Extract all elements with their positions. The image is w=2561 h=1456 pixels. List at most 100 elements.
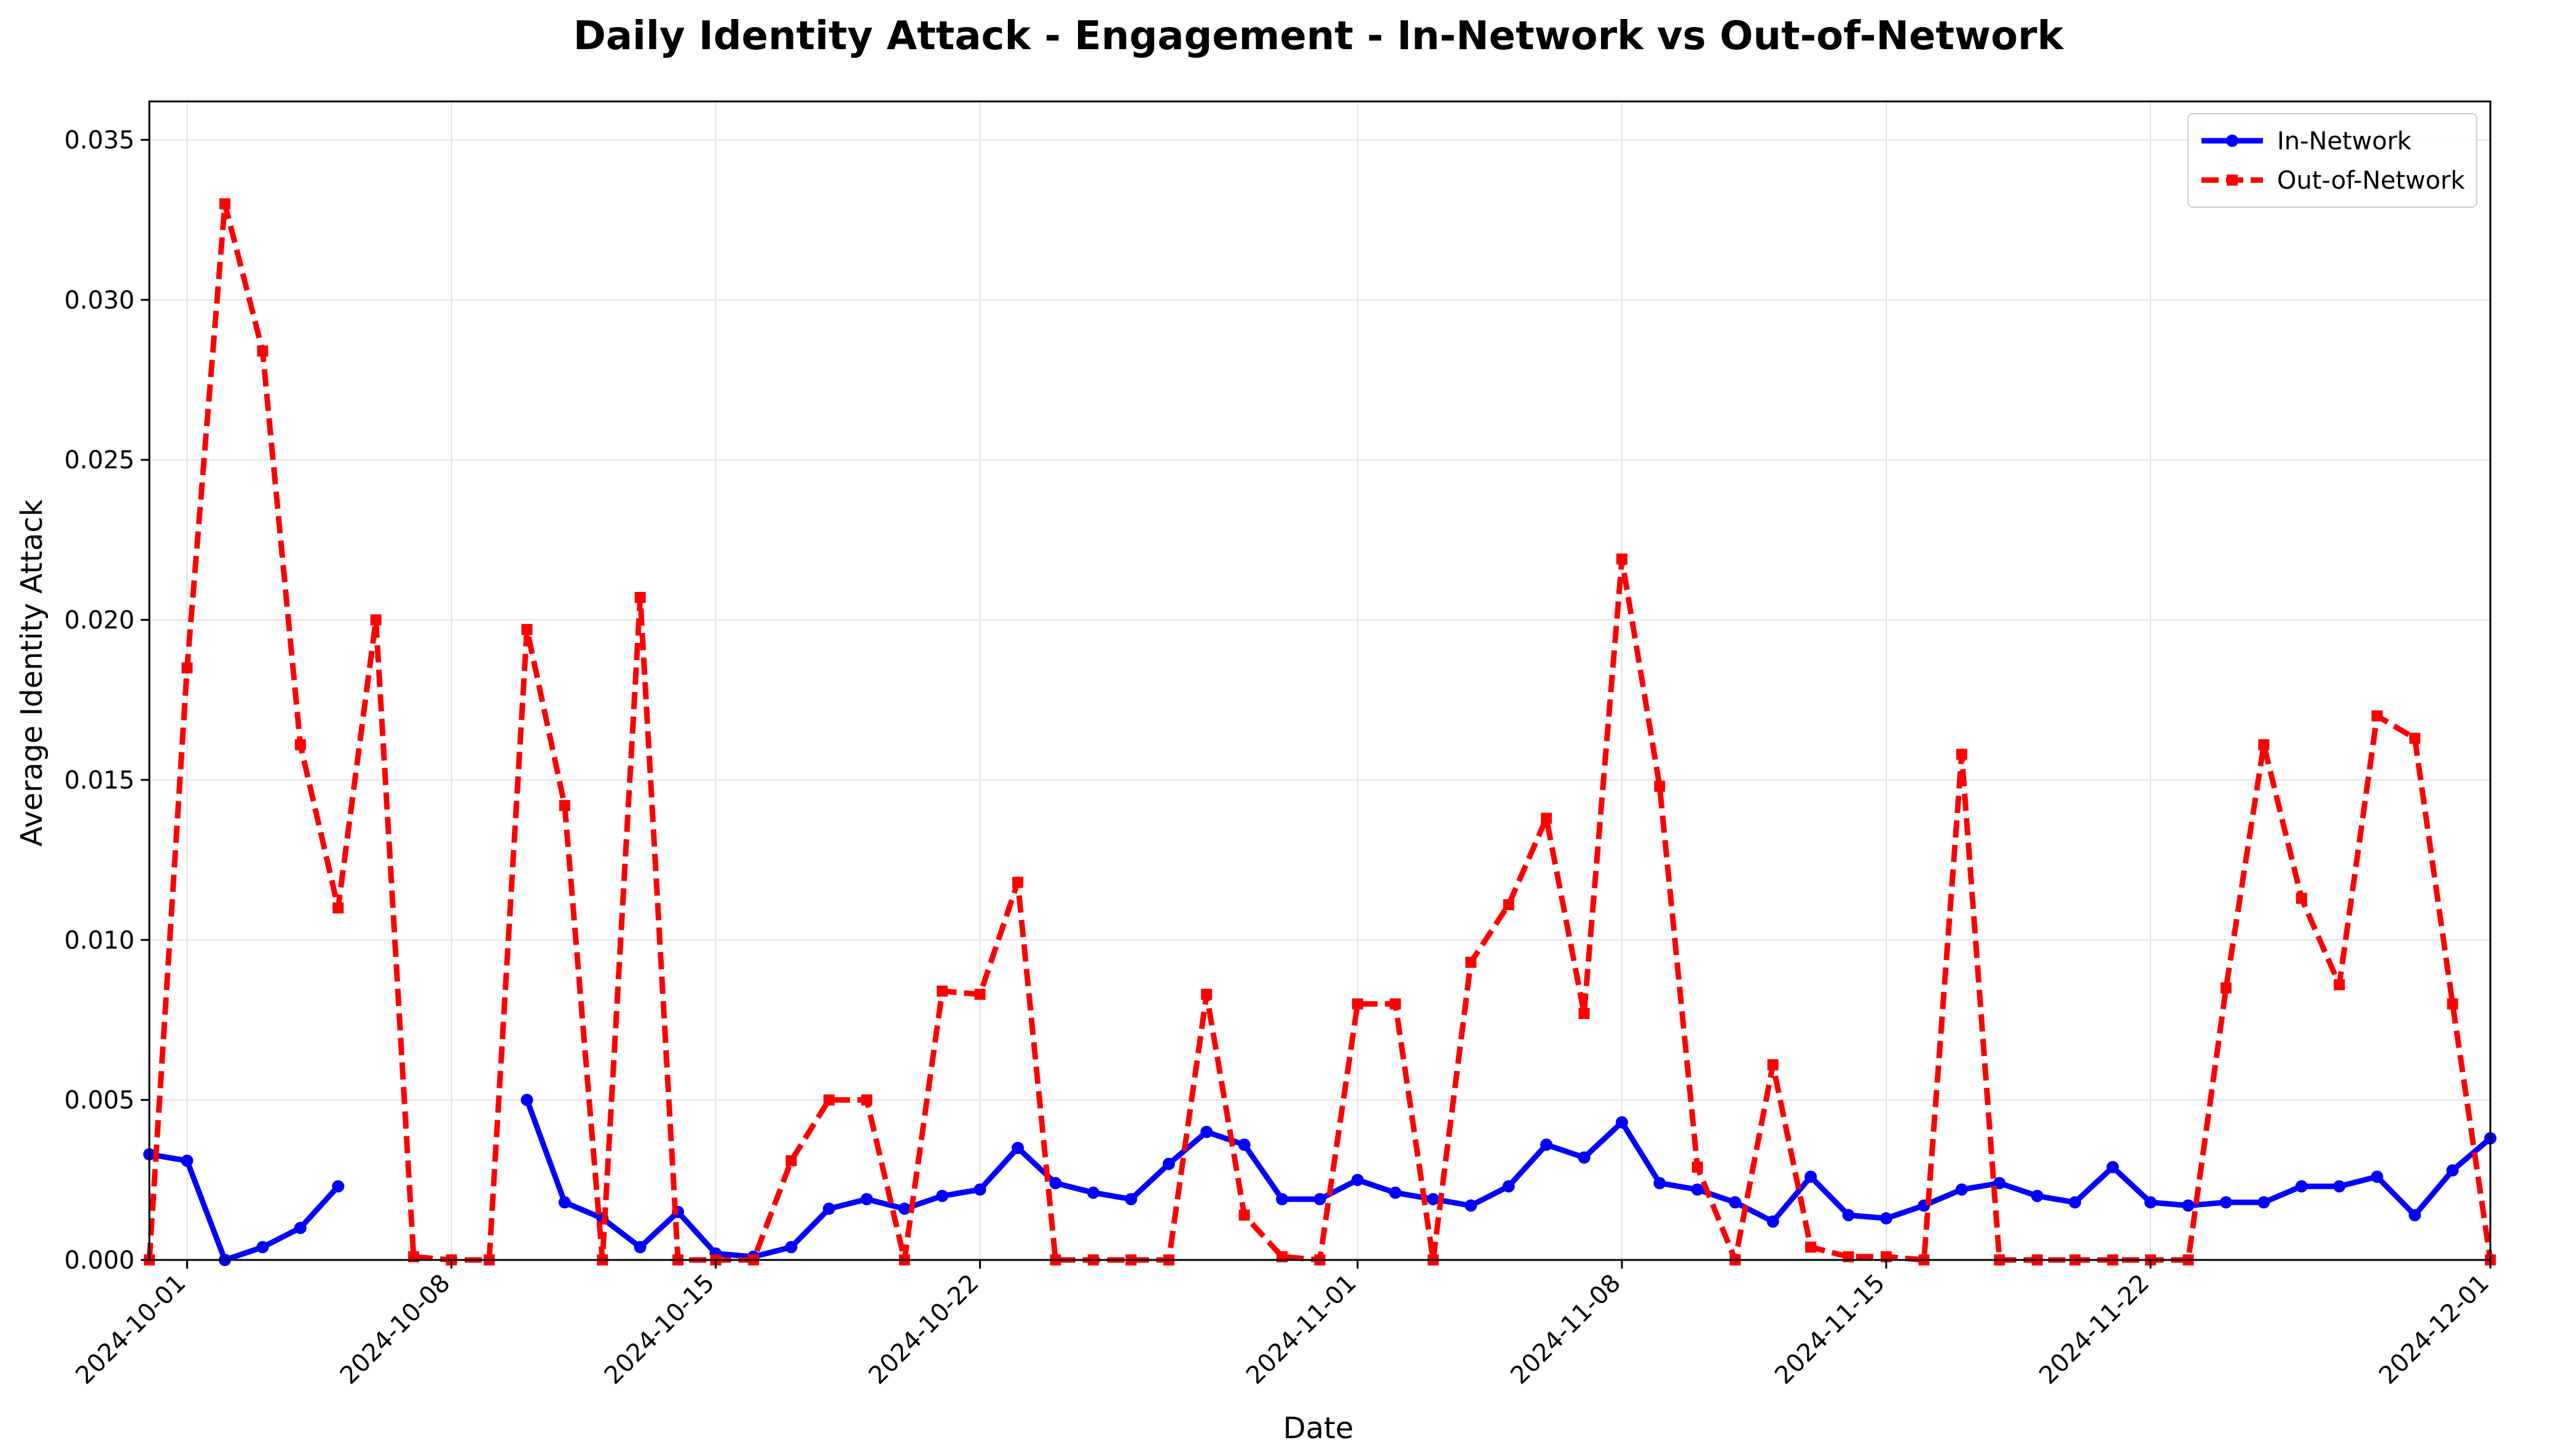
data-point — [860, 1193, 873, 1206]
data-point — [1276, 1193, 1289, 1206]
data-point — [1351, 998, 1363, 1010]
grid — [149, 101, 2491, 1260]
series-in-network — [143, 1093, 2496, 1266]
data-point — [1351, 1173, 1364, 1186]
data-point — [1465, 1199, 1477, 1212]
data-point — [1615, 1116, 1628, 1129]
data-point — [1162, 1157, 1175, 1170]
data-point — [1654, 781, 1666, 792]
data-point — [2446, 1164, 2459, 1177]
data-point — [521, 1093, 533, 1106]
y-tick-label: 0.030 — [64, 286, 135, 315]
data-point — [1578, 1008, 1590, 1020]
data-point — [1540, 1138, 1553, 1151]
data-point — [861, 1094, 873, 1106]
data-point — [2069, 1196, 2082, 1209]
data-point — [2031, 1189, 2044, 1202]
data-point — [1767, 1059, 1779, 1071]
y-tick-label: 0.010 — [64, 926, 135, 954]
data-point — [1955, 1183, 1968, 1196]
data-point — [1653, 1177, 1666, 1190]
data-point — [1012, 876, 1024, 888]
data-point — [1465, 956, 1477, 968]
y-tick-label: 0.005 — [64, 1087, 135, 1115]
legend-item: Out-of-Network — [2201, 167, 2465, 195]
data-point — [2295, 1180, 2308, 1193]
data-point — [2409, 1209, 2421, 1222]
data-point — [1238, 1210, 1250, 1221]
y-axis: 0.000 0.005 0.010 0.015 0.020 0.025 0.030 0.035 — [64, 126, 149, 1275]
data-point — [521, 624, 533, 636]
data-point — [2447, 998, 2458, 1010]
data-point — [332, 902, 344, 914]
data-point — [2182, 1199, 2195, 1212]
y-tick-label: 0.035 — [64, 126, 135, 154]
y-tick-label: 0.020 — [64, 607, 135, 635]
data-point — [936, 1189, 949, 1202]
legend: In-Network Out-of-Network — [2187, 113, 2477, 208]
data-point — [559, 800, 570, 811]
y-tick-label: 0.000 — [64, 1246, 135, 1275]
legend-marker — [2226, 135, 2238, 147]
plot-frame — [148, 100, 2492, 1261]
data-point — [2334, 979, 2345, 991]
legend-label: Out-of-Network — [2277, 167, 2465, 195]
legend-marker — [2227, 175, 2238, 186]
data-point — [785, 1155, 797, 1167]
data-point — [332, 1180, 345, 1193]
data-point — [294, 739, 306, 750]
legend-box — [2187, 113, 2477, 208]
legend-item: In-Network — [2201, 127, 2412, 155]
data-point — [1313, 1193, 1326, 1206]
data-point — [974, 988, 986, 1000]
data-point — [2220, 982, 2232, 994]
data-point — [2409, 733, 2421, 744]
data-point — [2144, 1196, 2157, 1209]
data-point — [634, 592, 646, 604]
data-point — [181, 1154, 194, 1167]
data-point — [181, 662, 193, 674]
data-point — [2370, 1170, 2383, 1183]
data-point — [1200, 1125, 1213, 1138]
data-point — [1426, 1193, 1439, 1206]
data-point — [2333, 1180, 2346, 1193]
data-point — [634, 1241, 647, 1254]
data-point — [974, 1183, 986, 1196]
data-point — [1541, 813, 1552, 824]
data-point — [219, 198, 230, 210]
data-point — [1503, 899, 1514, 911]
x-axis-label: Date — [1283, 1411, 1354, 1446]
data-point — [294, 1221, 307, 1234]
data-point — [1729, 1196, 1742, 1209]
data-point — [2371, 710, 2383, 722]
data-point — [1880, 1212, 1893, 1225]
data-point — [1502, 1180, 1515, 1193]
data-point — [2295, 892, 2307, 904]
data-point — [1049, 1177, 1062, 1190]
data-point — [1766, 1215, 1779, 1228]
data-point — [1956, 749, 1967, 760]
data-point — [558, 1196, 571, 1209]
data-point — [1390, 998, 1401, 1010]
data-point — [2257, 1196, 2270, 1209]
data-point — [2219, 1196, 2232, 1209]
data-point — [1389, 1186, 1402, 1199]
data-point — [785, 1241, 798, 1254]
data-point — [1087, 1186, 1100, 1199]
data-point — [1616, 553, 1627, 565]
data-point — [2258, 739, 2270, 750]
data-point — [1201, 988, 1213, 1000]
data-point — [256, 1241, 269, 1254]
data-point — [823, 1094, 835, 1106]
data-point — [1125, 1193, 1138, 1206]
data-point — [1238, 1138, 1251, 1151]
data-point — [1012, 1141, 1025, 1154]
data-point — [1691, 1161, 1703, 1173]
legend-label: In-Network — [2277, 127, 2412, 155]
y-tick-label: 0.025 — [64, 446, 135, 474]
data-point — [2106, 1160, 2119, 1173]
data-point — [822, 1202, 835, 1215]
data-point — [1842, 1209, 1855, 1222]
data-point — [1691, 1183, 1704, 1196]
